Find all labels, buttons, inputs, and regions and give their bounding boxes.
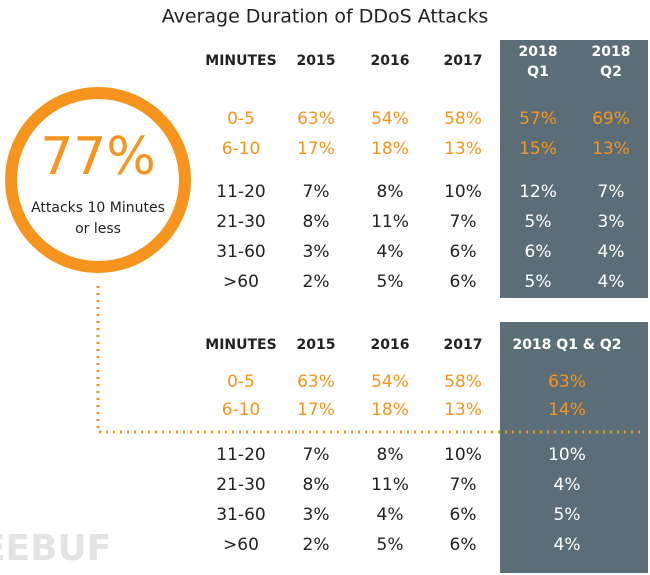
table-cell: 8% (377, 182, 404, 202)
watermark: FREEBUF (0, 528, 111, 569)
table-cell: 69% (592, 109, 630, 129)
callout-label: or less (75, 221, 121, 237)
table-cell: 6% (450, 272, 477, 292)
table-cell: 6-10 (222, 139, 261, 159)
table-cell: 7% (303, 445, 330, 465)
table-cell: 8% (303, 212, 330, 232)
table-cell: 5% (554, 505, 581, 525)
table-cell: 15% (519, 139, 557, 159)
table-cell: 58% (444, 109, 482, 129)
table-cell: 0-5 (227, 109, 255, 129)
table-cell: 17% (297, 400, 335, 420)
table-cell: 54% (371, 372, 409, 392)
table-cell: 3% (598, 212, 625, 232)
column-header: 2017 (444, 337, 483, 353)
table-cell: 3% (303, 505, 330, 525)
table-cell: 0-5 (227, 372, 255, 392)
table-cell: 6% (450, 505, 477, 525)
column-header: Q2 (600, 64, 622, 80)
table-cell: 3% (303, 242, 330, 262)
table-cell: 13% (592, 139, 630, 159)
table-cell: 13% (444, 400, 482, 420)
table-cell: 17% (297, 139, 335, 159)
table-cell: 6% (525, 242, 552, 262)
table-cell: 4% (377, 242, 404, 262)
table-cell: 5% (525, 272, 552, 292)
table-cell: 12% (519, 182, 557, 202)
table-cell: 2% (303, 272, 330, 292)
table-cell: 4% (377, 505, 404, 525)
table-cell: 63% (548, 372, 586, 392)
table-cell: 8% (303, 475, 330, 495)
column-header: 2016 (371, 337, 410, 353)
table-cell: 8% (377, 445, 404, 465)
table-cell: 18% (371, 139, 409, 159)
callout-circle (5, 87, 191, 273)
table-cell: 14% (548, 400, 586, 420)
column-header: 2016 (371, 53, 410, 69)
table-cell: 5% (377, 535, 404, 555)
table-cell: 6-10 (222, 400, 261, 420)
table-cell: 63% (297, 372, 335, 392)
table-cell: 4% (598, 242, 625, 262)
callout-value: 77% (40, 127, 156, 187)
table-cell: 54% (371, 109, 409, 129)
table-cell: 11-20 (216, 445, 265, 465)
table-cell: >60 (223, 272, 259, 292)
column-header: 2018 (592, 44, 631, 60)
column-header: 2018 Q1 & Q2 (512, 337, 621, 353)
column-header: 2018 (519, 44, 558, 60)
table-cell: 63% (297, 109, 335, 129)
table-cell: 31-60 (216, 242, 265, 262)
table-cell: 5% (377, 272, 404, 292)
table-cell: 2% (303, 535, 330, 555)
callout-label: Attacks 10 Minutes (31, 200, 165, 216)
table-cell: 11% (371, 475, 409, 495)
table-cell: 4% (554, 475, 581, 495)
table-cell: 31-60 (216, 505, 265, 525)
table-cell: 11-20 (216, 182, 265, 202)
table-cell: 5% (525, 212, 552, 232)
table-cell: 13% (444, 139, 482, 159)
table-cell: >60 (223, 535, 259, 555)
column-header: MINUTES (205, 53, 276, 69)
table-cell: 21-30 (216, 475, 265, 495)
table-cell: 21-30 (216, 212, 265, 232)
title: Average Duration of DDoS Attacks (162, 6, 489, 28)
table-cell: 7% (450, 475, 477, 495)
table-cell: 58% (444, 372, 482, 392)
column-header: MINUTES (205, 337, 276, 353)
table-cell: 7% (598, 182, 625, 202)
table-cell: 10% (444, 445, 482, 465)
table-cell: 7% (303, 182, 330, 202)
table-cell: 18% (371, 400, 409, 420)
table-cell: 11% (371, 212, 409, 232)
column-header: Q1 (527, 64, 549, 80)
table-cell: 10% (548, 445, 586, 465)
table-cell: 7% (450, 212, 477, 232)
table-cell: 10% (444, 182, 482, 202)
column-header: 2017 (444, 53, 483, 69)
highlight-panel (500, 322, 648, 573)
column-header: 2015 (297, 337, 336, 353)
table-cell: 57% (519, 109, 557, 129)
table-cell: 4% (598, 272, 625, 292)
table-cell: 4% (554, 535, 581, 555)
highlight-panel (500, 40, 648, 298)
table-cell: 6% (450, 242, 477, 262)
table-cell: 6% (450, 535, 477, 555)
column-header: 2015 (297, 53, 336, 69)
